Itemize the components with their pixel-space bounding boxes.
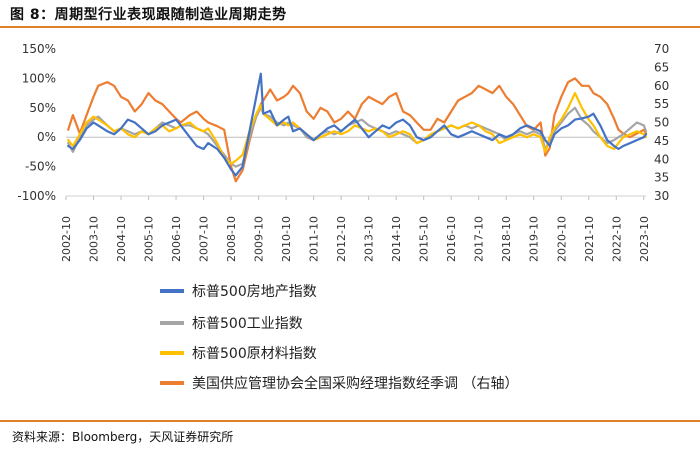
title-rule <box>0 26 700 28</box>
x-tick-label: 2005-10 <box>143 216 156 262</box>
chart-canvas: 150% 100% 50% 0% -50% -100% 70 65 60 55 50 45 40 35 30… <box>17 42 669 262</box>
y-left-tick-label: -50% <box>25 160 56 174</box>
legend-swatch <box>160 381 184 385</box>
y-right-tick-label: 65 <box>654 60 669 74</box>
legend-label: 标普500原材料指数 <box>192 346 317 362</box>
x-tick-label: 2004-10 <box>115 216 128 262</box>
x-tick-label: 2009-10 <box>253 216 266 262</box>
x-tick-label: 2007-10 <box>198 216 211 262</box>
x-tick-label: 2014-10 <box>390 216 403 262</box>
y-left-tick-label: 100% <box>22 71 56 85</box>
legend-label: 标普500工业指数 <box>192 316 303 332</box>
y-right-tick-label: 40 <box>654 152 669 166</box>
series-line <box>67 77 648 183</box>
y-right-tick-label: 45 <box>654 134 669 148</box>
legend-item: 标普500工业指数 <box>160 313 303 333</box>
x-tick-label: 2012-10 <box>335 216 348 262</box>
source-note: 资料来源：Bloomberg，天风证券研究所 <box>12 430 234 444</box>
y-left-tick-label: -100% <box>17 189 56 203</box>
legend-swatch <box>160 321 184 325</box>
legend-item: 美国供应管理协会全国采购经理指数经季调 （右轴） <box>160 373 518 393</box>
x-tick-label: 2006-10 <box>170 216 183 262</box>
x-tick-label: 2021-10 <box>583 216 596 262</box>
y-left-tick-label: 50% <box>29 101 56 115</box>
x-tick-label: 2020-10 <box>555 216 568 262</box>
chart-axes: 150% 100% 50% 0% -50% -100% 70 65 60 55 50 45 40 35 30… <box>17 42 669 262</box>
legend-label: 标普500房地产指数 <box>192 284 317 300</box>
legend-item: 标普500原材料指数 <box>160 343 317 363</box>
y-left-tick-label: 0% <box>37 130 56 144</box>
y-right-tick-label: 50 <box>654 116 669 130</box>
x-tick-label: 2002-10 <box>60 216 73 262</box>
x-tick-label: 2018-10 <box>500 216 513 262</box>
y-right-tick-label: 30 <box>654 189 669 203</box>
legend-swatch <box>160 289 184 293</box>
y-right-tick-label: 70 <box>654 42 669 56</box>
legend-label: 美国供应管理协会全国采购经理指数经季调 （右轴） <box>192 376 519 392</box>
x-tick-label: 2008-10 <box>225 216 238 262</box>
series-line <box>67 106 648 168</box>
series-line <box>67 92 648 165</box>
x-tick-label: 2013-10 <box>363 216 376 262</box>
x-tick-label: 2003-10 <box>88 216 101 262</box>
x-tick-label: 2011-10 <box>308 216 321 262</box>
x-tick-label: 2016-10 <box>445 216 458 262</box>
footer-rule <box>0 420 700 422</box>
y-left-tick-label: 150% <box>22 42 56 56</box>
x-tick-label: 2010-10 <box>280 216 293 262</box>
y-right-tick-label: 35 <box>654 171 669 185</box>
x-tick-label: 2019-10 <box>528 216 541 262</box>
chart-series <box>67 72 648 183</box>
legend-item: 标普500房地产指数 <box>160 281 317 301</box>
x-tick-label: 2022-10 <box>610 216 623 262</box>
legend-swatch <box>160 351 184 355</box>
y-right-tick-label: 60 <box>654 79 669 93</box>
x-tick-label: 2015-10 <box>418 216 431 262</box>
y-right-tick-label: 55 <box>654 97 669 111</box>
figure-title: 图 8：周期型行业表现跟随制造业周期走势 <box>10 7 287 23</box>
x-tick-label: 2023-10 <box>638 216 651 262</box>
x-tick-label: 2017-10 <box>473 216 486 262</box>
series-line <box>67 72 648 177</box>
